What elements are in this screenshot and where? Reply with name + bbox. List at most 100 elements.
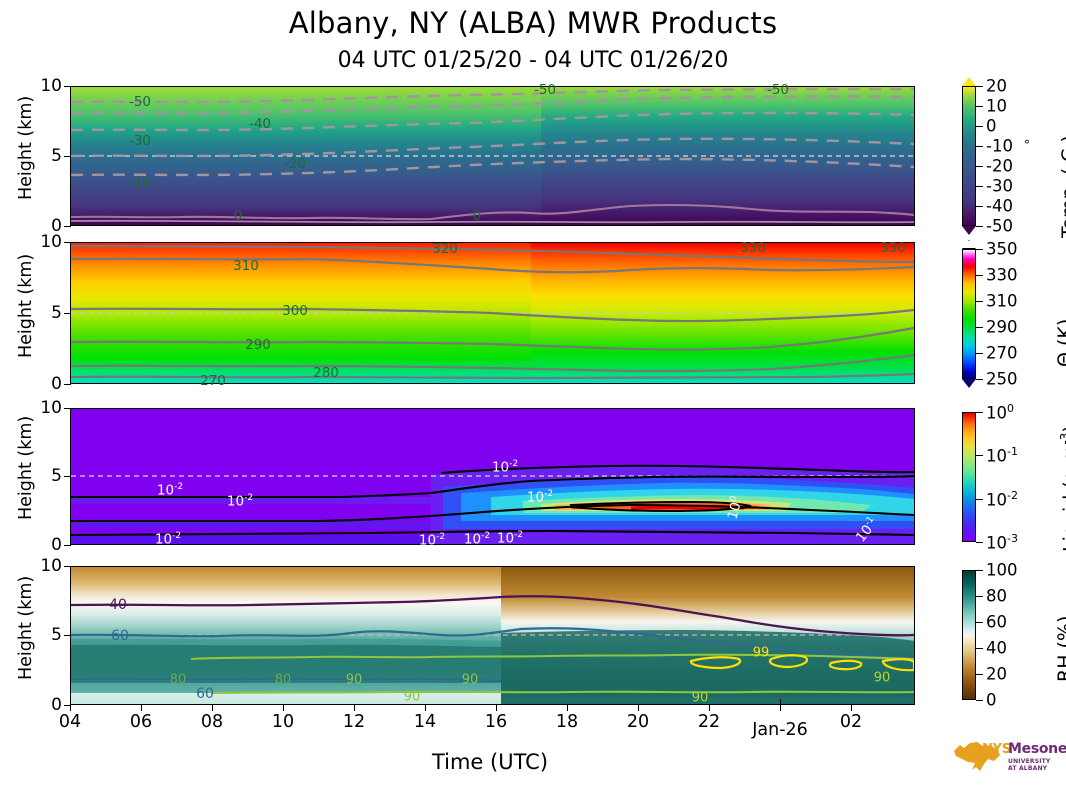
cblabel: 100: [986, 402, 1014, 423]
panel1-ytickmark-5: [64, 156, 71, 157]
cblabel: 20: [986, 76, 1007, 96]
cbtick: [976, 301, 983, 302]
colorbar-title-temperature: Temp. ( C ): [1058, 135, 1066, 238]
cbtick: [976, 186, 983, 187]
contour-label: 330: [740, 240, 766, 256]
contour-label: 300: [282, 303, 308, 319]
contour-label: 60: [111, 628, 129, 644]
cbtick: [976, 86, 983, 87]
colorbar-title-liquid: Liquid (g m-3): [1058, 425, 1066, 552]
new-york-state-shape-icon: [954, 742, 1000, 771]
xtick-04: 04: [58, 712, 82, 732]
xtickmark: [70, 705, 71, 711]
cblabel: 250: [986, 369, 1018, 389]
panel4-ytickmark-5: [64, 635, 71, 636]
panel3-ytickmark-5: [64, 476, 71, 477]
contour-label: 10-2: [492, 459, 518, 476]
clab-exp: -2: [544, 488, 554, 499]
cblabel-mantissa: 10: [986, 533, 1007, 553]
panel2-ytickmark-10: [64, 242, 71, 243]
contour-label: -50: [766, 82, 790, 98]
colorbar-gradient: [962, 86, 976, 226]
cbtick: [976, 379, 983, 380]
contour-label: -40: [248, 116, 272, 132]
cbtick: [976, 126, 983, 127]
panel3-ytick-5: 5: [51, 466, 62, 486]
panel3-ytickmark-10: [64, 408, 71, 409]
cblabel: 270: [986, 343, 1018, 363]
cbtick: [976, 455, 983, 456]
panel1-ytickmark-10: [64, 86, 71, 87]
cbtitle-text: Θ (K): [1054, 318, 1066, 367]
cbtitle-exp: -3: [1058, 432, 1066, 445]
cblabel: 10-2: [986, 489, 1018, 510]
xtickmark: [709, 705, 710, 711]
panel-liquid-water: [70, 408, 915, 545]
cbtick: [976, 622, 983, 623]
cblabel: -40: [986, 196, 1013, 216]
xtickmark: [496, 705, 497, 711]
panel3-ytick-10: 10: [40, 398, 62, 418]
colorbar-theta: 350 330 310 290 270 250 Θ (K): [962, 240, 1066, 389]
clab-exp: -2: [174, 481, 184, 492]
contour-label: 99: [752, 645, 770, 661]
cblabel: 100: [986, 560, 1018, 580]
cbtick: [976, 542, 983, 543]
x-axis-label: Time (UTC): [431, 750, 549, 774]
panel-potential-temperature: [70, 242, 915, 384]
clab-exp: -2: [481, 530, 491, 541]
contour-label: 10-2: [155, 531, 181, 548]
contour-label: 0: [233, 208, 243, 224]
xtick-jan26: Jan-26: [752, 720, 808, 740]
panel1-ytick-0: 0: [51, 216, 62, 236]
cblabel-mantissa: 10: [986, 446, 1007, 466]
xtickmark: [283, 705, 284, 711]
cbtick: [976, 146, 983, 147]
cbtick: [976, 206, 983, 207]
panel4-ytickmark-0: [64, 705, 71, 706]
cblabel: 10: [986, 96, 1007, 116]
contour-label: -50: [128, 94, 152, 110]
contour-label: -30: [128, 133, 152, 149]
contour-label: 80: [274, 672, 292, 688]
xtick-14: 14: [413, 712, 437, 732]
contour-label: -20: [283, 156, 307, 172]
colorbar-title-rh: RH (%): [1054, 616, 1066, 682]
colorbar-liquid: 100 10-1 10-2 10-3 Liquid (g m-3): [962, 402, 1066, 552]
cblabel-mantissa: 10: [986, 490, 1007, 510]
cbtick: [976, 275, 983, 276]
colorbar-extend-top: [962, 77, 976, 86]
cbtick: [976, 412, 983, 413]
panel4-ytickmark-10: [64, 566, 71, 567]
page-title: Albany, NY (ALBA) MWR Products: [288, 6, 778, 40]
contour-label: 270: [200, 373, 226, 389]
cblabel: 10-3: [986, 532, 1018, 553]
clab-mantissa: 10: [463, 531, 482, 548]
xtickmark: [354, 705, 355, 711]
panel2-ytick-10: 10: [40, 232, 62, 252]
cblabel: -20: [986, 156, 1013, 176]
contour-label: 40: [109, 597, 127, 613]
colorbar-extend-bottom: [962, 379, 976, 388]
cblabel: 20: [986, 664, 1007, 684]
cblabel: 0: [986, 690, 997, 710]
cblabel-exp: -1: [1007, 444, 1018, 458]
contour-label: 280: [313, 365, 339, 381]
cbtick: [976, 106, 983, 107]
cblabel: 350: [986, 239, 1018, 259]
degree-symbol: °: [1024, 138, 1030, 152]
contour-label: -50: [533, 82, 557, 98]
cblabel-mantissa: 10: [986, 403, 1007, 423]
xtick-16: 16: [484, 712, 508, 732]
panel4-ytick-10: 10: [40, 556, 62, 576]
cbtick: [976, 226, 983, 227]
contour-label: 10-2: [464, 531, 490, 548]
clab-mantissa: 10: [491, 459, 510, 476]
contour-label: 90: [873, 670, 891, 686]
contour-label: 10-2: [157, 482, 183, 499]
clab-exp: -2: [436, 531, 446, 542]
clab-mantissa: 10: [418, 532, 437, 549]
xtickmark: [425, 705, 426, 711]
clab-mantissa: 10: [154, 531, 173, 548]
cblabel: 40: [986, 638, 1007, 658]
